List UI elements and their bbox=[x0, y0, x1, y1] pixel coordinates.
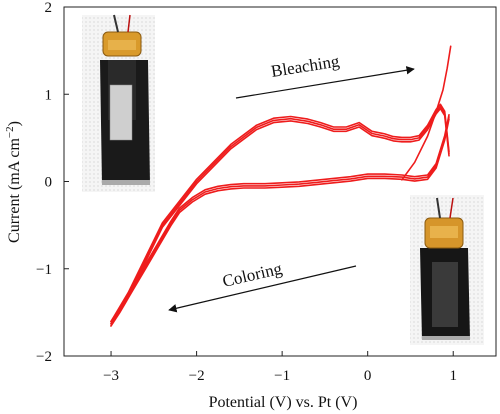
y-tick-label: 2 bbox=[45, 0, 53, 16]
x-axis: −3 −2 −1 0 1 bbox=[103, 351, 457, 384]
coloring-arrow bbox=[168, 265, 357, 313]
bleaching-arrow bbox=[235, 66, 415, 99]
cv-traces bbox=[110, 45, 452, 327]
x-tick-label: 0 bbox=[364, 368, 372, 384]
x-tick-label: −2 bbox=[189, 368, 205, 384]
y-axis-title-main: Current (mA cm bbox=[6, 138, 23, 243]
x-axis-title: Potential (V) vs. Pt (V) bbox=[209, 394, 358, 411]
x-tick-label: 1 bbox=[449, 368, 457, 384]
colored-device-photo bbox=[410, 195, 484, 345]
cv-trace-line bbox=[110, 105, 450, 325]
cv-trace-line bbox=[110, 114, 450, 323]
y-tick-label: 0 bbox=[45, 175, 53, 191]
cv-trace-line bbox=[110, 118, 450, 327]
y-axis-title-exponent: −2 bbox=[4, 126, 16, 138]
y-tick-label: −1 bbox=[36, 262, 52, 278]
bleached-device-photo bbox=[82, 14, 155, 192]
cv-trace-line bbox=[401, 45, 452, 181]
y-axis: −2 −1 0 1 2 bbox=[36, 0, 69, 365]
cv-trace-line bbox=[110, 107, 450, 327]
y-axis-title: Current (mA cm−2) bbox=[4, 121, 23, 243]
cv-trace-line bbox=[110, 103, 450, 323]
x-tick-label: −3 bbox=[103, 368, 119, 384]
y-tick-label: −2 bbox=[36, 349, 52, 365]
y-tick-label: 1 bbox=[45, 87, 53, 103]
x-tick-label: −1 bbox=[274, 368, 290, 384]
cv-trace-line bbox=[110, 116, 450, 325]
y-axis-title-close: ) bbox=[6, 121, 23, 126]
